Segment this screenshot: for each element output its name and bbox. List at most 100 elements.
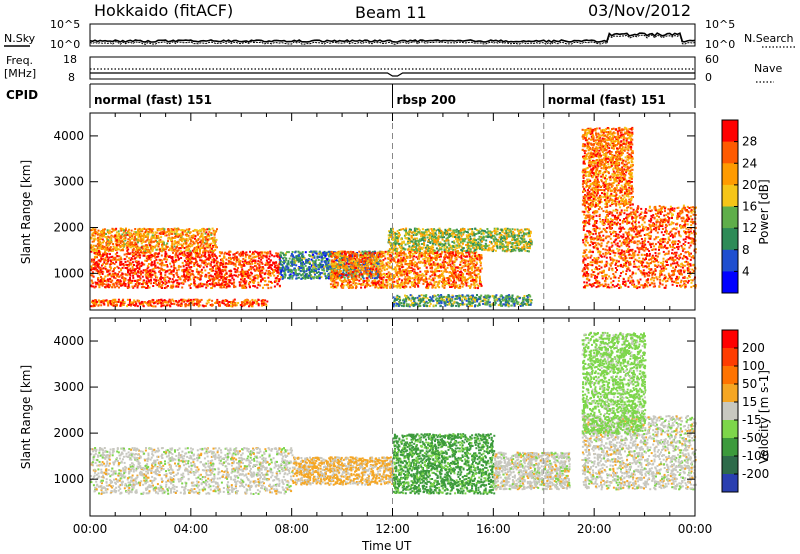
echo-cell bbox=[304, 251, 307, 254]
echo-cell bbox=[165, 244, 168, 247]
echo-cell bbox=[96, 249, 98, 252]
echo-cell bbox=[217, 281, 220, 284]
echo-cell bbox=[397, 261, 399, 264]
echo-cell bbox=[374, 273, 376, 276]
echo-cell bbox=[160, 241, 163, 243]
echo-cell bbox=[200, 259, 203, 262]
echo-cell bbox=[256, 262, 259, 265]
echo-cell bbox=[105, 263, 107, 265]
echo-cell bbox=[240, 272, 243, 275]
echo-cell bbox=[241, 305, 243, 308]
echo-cell bbox=[247, 276, 250, 279]
echo-cell bbox=[459, 277, 462, 280]
echo-cell bbox=[103, 245, 106, 248]
echo-cell bbox=[374, 268, 377, 271]
echo-cell bbox=[448, 258, 451, 261]
echo-cell bbox=[113, 247, 116, 249]
echo-cell bbox=[190, 235, 193, 237]
echo-cell bbox=[474, 284, 477, 287]
echo-cell bbox=[360, 278, 362, 281]
echo-cell bbox=[301, 259, 303, 262]
echo-cell bbox=[273, 269, 275, 272]
echo-cell bbox=[220, 284, 222, 287]
echo-cell bbox=[284, 254, 287, 256]
echo-cell bbox=[222, 269, 225, 272]
echo-cell bbox=[168, 230, 171, 233]
echo-cell bbox=[211, 258, 214, 261]
echo-cell bbox=[108, 285, 111, 288]
echo-cell bbox=[341, 255, 344, 258]
echo-cell bbox=[131, 241, 133, 244]
echo-cell bbox=[343, 256, 346, 259]
echo-cell bbox=[144, 251, 147, 254]
echo-cell bbox=[229, 282, 232, 284]
echo-cell bbox=[174, 253, 177, 256]
echo-cell bbox=[212, 229, 215, 232]
echo-cell bbox=[191, 256, 194, 259]
echo-cell bbox=[201, 285, 204, 288]
echo-cell bbox=[212, 280, 214, 283]
echo-cell bbox=[164, 304, 167, 307]
echo-cell bbox=[363, 272, 366, 275]
echo-cell bbox=[258, 264, 261, 267]
echo-cell bbox=[241, 268, 244, 271]
echo-cell bbox=[122, 282, 125, 285]
echo-cell bbox=[139, 278, 142, 281]
echo-cell bbox=[315, 275, 318, 278]
echo-cell bbox=[246, 302, 249, 305]
echo-cell bbox=[104, 265, 107, 268]
echo-cell bbox=[115, 231, 118, 234]
echo-cell bbox=[419, 270, 422, 273]
echo-cell bbox=[212, 255, 214, 258]
echo-cell bbox=[294, 251, 297, 254]
echo-cell bbox=[214, 302, 217, 304]
echo-cell bbox=[207, 262, 210, 265]
echo-cell bbox=[329, 268, 332, 271]
echo-cell bbox=[126, 241, 129, 244]
echo-cell bbox=[220, 286, 223, 289]
echo-cell bbox=[435, 258, 438, 261]
echo-cell bbox=[287, 261, 290, 264]
echo-cell bbox=[269, 259, 272, 262]
echo-cell bbox=[250, 279, 253, 282]
echo-cell bbox=[221, 284, 224, 286]
echo-cell bbox=[357, 262, 360, 265]
echo-cell bbox=[202, 244, 205, 247]
echo-cell bbox=[245, 275, 247, 278]
echo-cell bbox=[378, 261, 381, 264]
echo-cell bbox=[249, 274, 252, 277]
echo-cell bbox=[375, 261, 378, 264]
echo-cell bbox=[256, 269, 259, 272]
echo-cell bbox=[382, 276, 385, 279]
echo-cell bbox=[366, 281, 369, 284]
echo-cell bbox=[186, 252, 189, 255]
echo-cell bbox=[171, 247, 174, 250]
echo-cell bbox=[101, 279, 104, 282]
echo-cell bbox=[99, 279, 102, 282]
echo-cell bbox=[103, 233, 105, 236]
echo-cell bbox=[122, 231, 125, 234]
echo-cell bbox=[279, 254, 282, 257]
echo-cell bbox=[124, 283, 127, 285]
echo-cell bbox=[158, 283, 161, 286]
echo-cell bbox=[189, 273, 192, 276]
echo-cell bbox=[176, 274, 179, 277]
echo-cell bbox=[147, 275, 150, 278]
echo-cell bbox=[135, 264, 138, 267]
echo-cell bbox=[165, 286, 168, 289]
echo-cell bbox=[410, 281, 413, 284]
echo-cell bbox=[269, 280, 272, 283]
echo-cell bbox=[260, 261, 263, 264]
echo-cell bbox=[90, 229, 92, 232]
echo-cell bbox=[127, 231, 130, 234]
date-title: 03/Nov/2012 bbox=[588, 1, 691, 20]
echo-cell bbox=[136, 286, 139, 289]
echo-cell bbox=[477, 273, 480, 275]
echo-cell bbox=[205, 245, 208, 248]
echo-cell bbox=[257, 281, 260, 284]
echo-cell bbox=[167, 256, 170, 258]
echo-cell bbox=[153, 246, 156, 249]
echo-cell bbox=[130, 262, 133, 265]
echo-cell bbox=[323, 266, 326, 269]
echo-cell bbox=[283, 271, 286, 274]
